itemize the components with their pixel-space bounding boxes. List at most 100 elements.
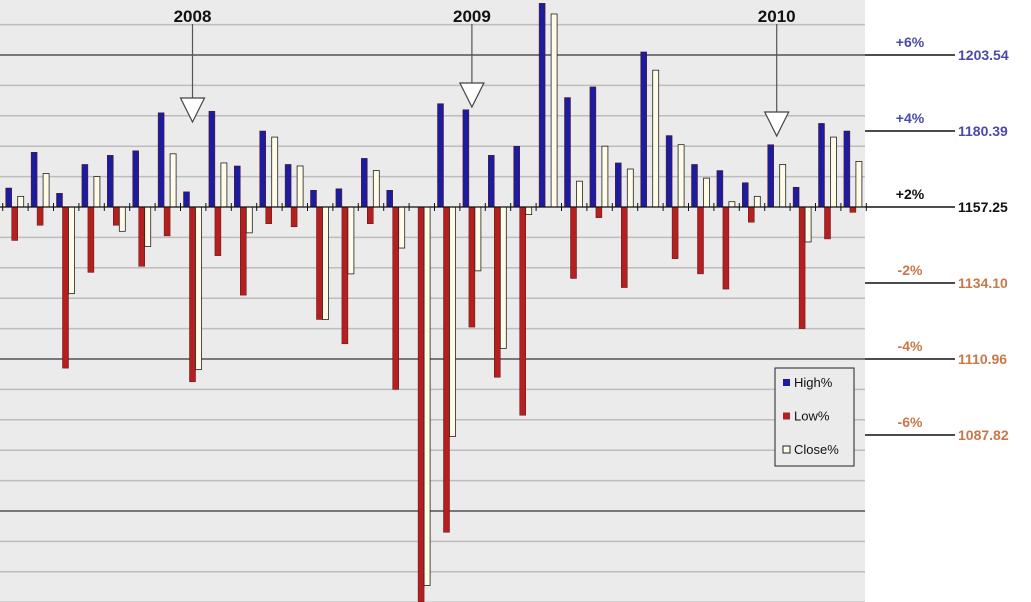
bar-high: [462, 109, 470, 208]
bar-low: [113, 206, 120, 226]
bar-close: [322, 206, 329, 320]
arrow-down-icon: [458, 82, 485, 109]
bar-low: [570, 206, 577, 279]
bar-low: [748, 206, 755, 223]
bar-low: [11, 206, 18, 241]
bar-close: [652, 69, 660, 208]
bar-close: [703, 177, 710, 208]
bar-low: [36, 206, 44, 226]
bar-low: [240, 206, 247, 296]
bar-high: [56, 193, 63, 208]
year-annotation: 2010: [758, 7, 796, 26]
bar-high: [513, 145, 520, 208]
reference-value: 1134.10: [958, 275, 1008, 291]
bar-low: [417, 206, 425, 602]
bar-close: [372, 170, 380, 208]
bar-low: [443, 206, 450, 533]
bar-high: [132, 150, 139, 208]
bar-close: [423, 206, 431, 586]
bar-close: [398, 206, 406, 249]
bar-high: [792, 186, 800, 208]
bar-low: [138, 206, 145, 267]
bar-close: [601, 145, 609, 208]
legend-swatch: [782, 445, 791, 454]
bar-close: [474, 206, 482, 272]
bar-low: [163, 206, 171, 237]
reference-band-label: +4%: [896, 110, 925, 126]
bar-close: [118, 206, 126, 232]
bar-low: [316, 206, 323, 320]
bar-high: [437, 103, 444, 208]
bar-low: [798, 206, 806, 329]
bar-low: [849, 206, 857, 213]
bar-close: [195, 206, 202, 371]
bar-high: [335, 188, 343, 208]
bar-close: [347, 206, 355, 275]
bar-high: [843, 130, 851, 208]
bar-close: [525, 206, 533, 215]
bar-close: [42, 173, 50, 208]
bar-close: [245, 206, 253, 234]
bar-high: [665, 135, 673, 208]
reference-band-label: -6%: [898, 414, 923, 430]
bar-low: [214, 206, 222, 256]
bar-close: [804, 206, 812, 243]
bar-close: [576, 180, 583, 208]
bar-high: [157, 112, 165, 208]
bar-low: [621, 206, 628, 288]
bar-high: [310, 190, 317, 208]
bar-close: [779, 164, 787, 208]
bar-high: [234, 165, 241, 208]
bar-close: [449, 206, 456, 437]
bar-high: [767, 144, 774, 208]
bar-low: [722, 206, 730, 290]
bar-high: [742, 182, 749, 208]
bar-close: [144, 206, 152, 247]
reference-band-label: +2%: [896, 186, 925, 202]
bar-low: [87, 206, 95, 273]
bar-high: [716, 170, 724, 208]
reference-band-label: -4%: [898, 338, 923, 354]
bar-high: [208, 110, 216, 208]
bar-low: [189, 206, 196, 383]
bar-low: [824, 206, 831, 240]
bar-high: [538, 3, 546, 208]
bar-high: [259, 130, 266, 208]
bar-close: [220, 162, 228, 208]
reference-value: 1087.82: [958, 427, 1009, 443]
bar-close: [626, 168, 634, 208]
legend-swatch: [783, 379, 790, 386]
bar-high: [5, 187, 12, 208]
bar-high: [615, 162, 622, 208]
bar-low: [697, 206, 704, 275]
bar-close: [855, 160, 863, 208]
reference-value: 1157.25: [958, 199, 1008, 215]
bar-high: [386, 190, 393, 208]
bar-low: [519, 206, 526, 416]
bar-close: [271, 136, 279, 208]
bar-close: [17, 195, 25, 208]
bar-low: [290, 206, 298, 228]
bar-close: [677, 144, 685, 208]
bar-high: [107, 155, 114, 208]
bar-high: [30, 152, 38, 208]
bar-low: [265, 206, 272, 224]
bar-low: [468, 206, 476, 328]
bar-high: [589, 86, 597, 208]
bar-close: [753, 195, 761, 208]
legend-label: Low%: [794, 409, 830, 424]
bar-close: [728, 201, 736, 208]
bar-high: [488, 155, 495, 208]
year-annotation: 2008: [174, 7, 212, 26]
bar-low: [595, 206, 603, 218]
bar-low: [671, 206, 679, 259]
reference-value: 1110.96: [958, 351, 1007, 367]
bar-close: [499, 206, 507, 349]
legend-swatch: [783, 412, 790, 420]
reference-value: 1203.54: [958, 47, 1009, 63]
bar-close: [830, 136, 837, 208]
bar-high: [361, 158, 368, 208]
bar-close: [550, 13, 558, 208]
bar-close: [93, 176, 101, 208]
